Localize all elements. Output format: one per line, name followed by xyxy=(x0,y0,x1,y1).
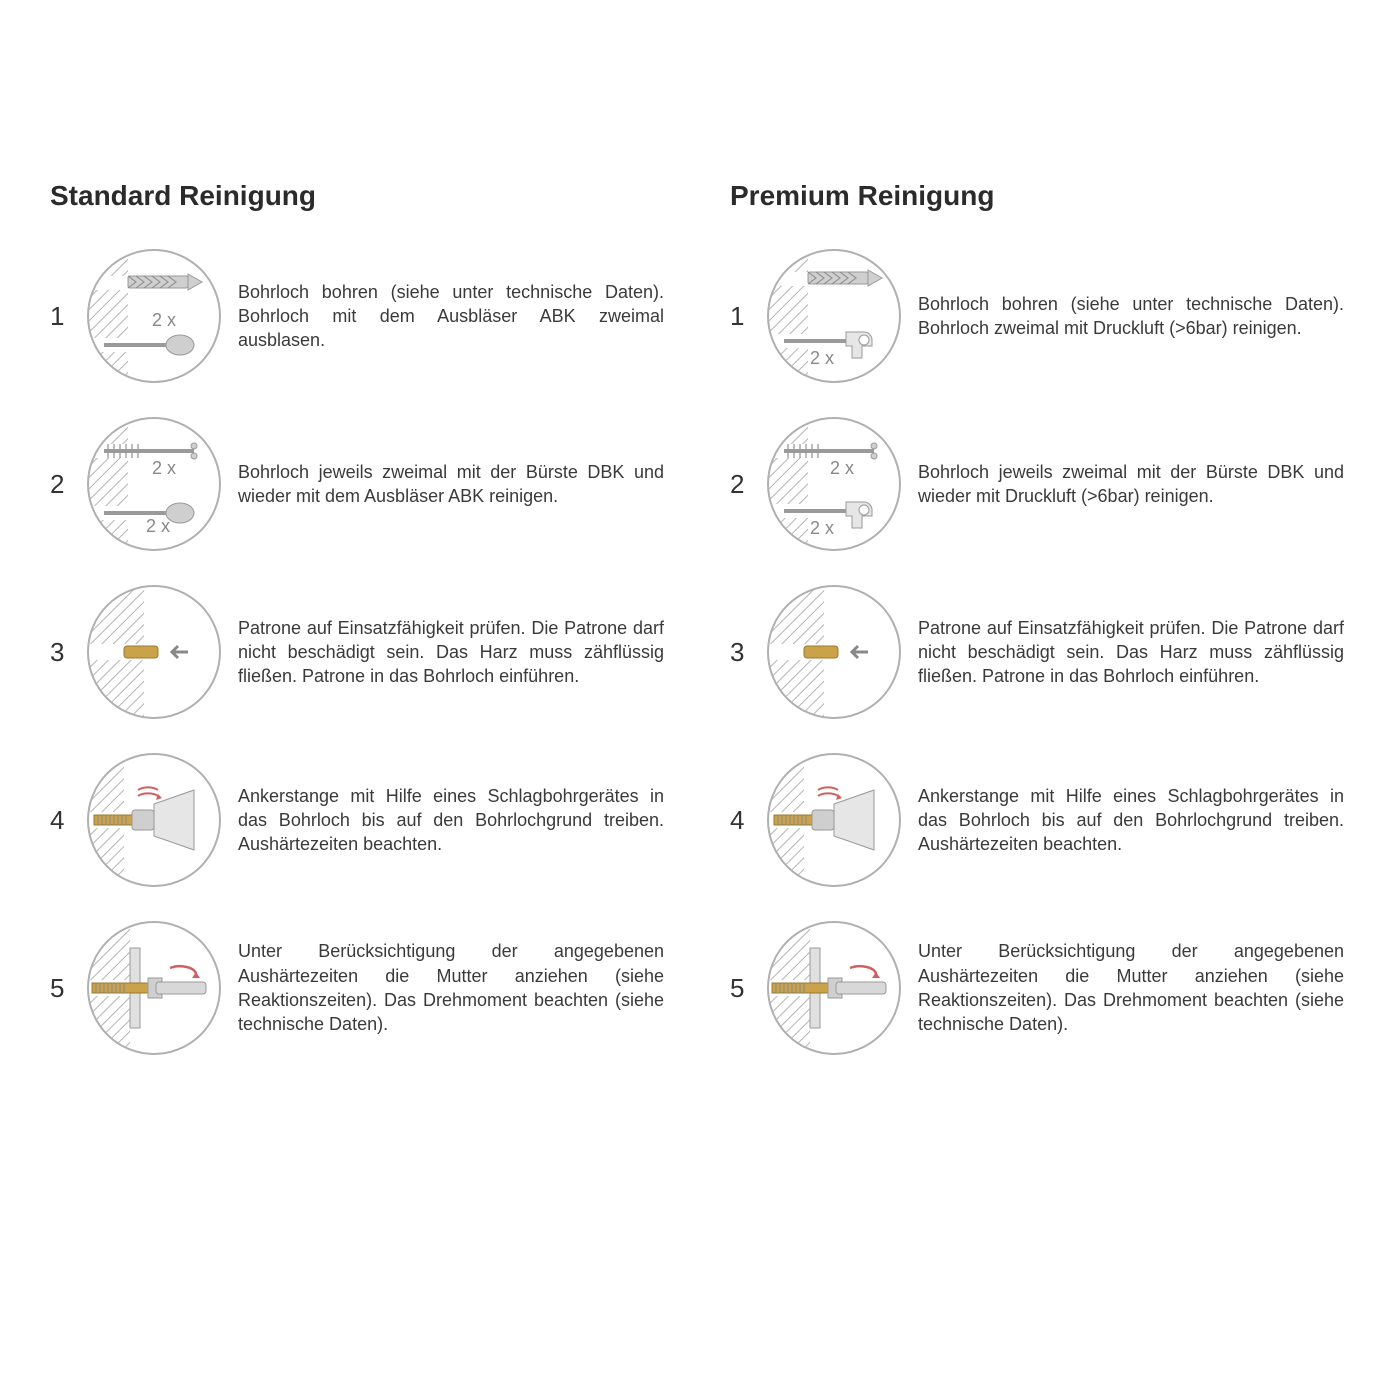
step-text: Patrone auf Einsatzfähigkeit prüfen. Die… xyxy=(918,616,1350,689)
step-text: Unter Berücksichtigung der angegebenen A… xyxy=(238,939,670,1036)
step-row: 3 Patrone auf Einsatzfähigkeit prüfen. D… xyxy=(730,582,1350,722)
step-text: Ankerstange mit Hilfe eines Schlagbohrge… xyxy=(918,784,1350,857)
step-number: 5 xyxy=(50,973,70,1004)
step-row: 1 xyxy=(50,246,670,386)
svg-text:2 x: 2 x xyxy=(810,348,834,368)
step-text: Bohrloch bohren (siehe unter technische … xyxy=(238,280,670,353)
step-number: 4 xyxy=(730,805,750,836)
step-row: 4 xyxy=(50,750,670,890)
step-number: 2 xyxy=(50,469,70,500)
step-number: 1 xyxy=(50,301,70,332)
svg-text:2 x: 2 x xyxy=(830,458,854,478)
step5-icon xyxy=(84,918,224,1058)
step2-premium-icon: 2 x 2 x xyxy=(764,414,904,554)
step1-premium-icon: 2 x xyxy=(764,246,904,386)
step5-icon xyxy=(764,918,904,1058)
standard-title: Standard Reinigung xyxy=(50,180,670,212)
step-number: 2 xyxy=(730,469,750,500)
step-text: Patrone auf Einsatzfähigkeit prüfen. Die… xyxy=(238,616,670,689)
step3-icon xyxy=(764,582,904,722)
step4-icon xyxy=(84,750,224,890)
step-number: 3 xyxy=(50,637,70,668)
step-number: 3 xyxy=(730,637,750,668)
step-number: 4 xyxy=(50,805,70,836)
step-row: 5 xyxy=(730,918,1350,1058)
premium-title: Premium Reinigung xyxy=(730,180,1350,212)
step-row: 2 xyxy=(50,414,670,554)
step2-standard-icon: 2 x 2 x xyxy=(84,414,224,554)
step-text: Bohrloch jeweils zweimal mit der Bürste … xyxy=(238,460,670,509)
svg-text:2 x: 2 x xyxy=(810,518,834,538)
step-text: Unter Berücksichtigung der angegebenen A… xyxy=(918,939,1350,1036)
step-row: 2 xyxy=(730,414,1350,554)
step-text: Bohrloch jeweils zweimal mit der Bürste … xyxy=(918,460,1350,509)
instruction-page: Standard Reinigung 1 xyxy=(0,0,1400,1086)
step-text: Ankerstange mit Hilfe eines Schlagbohrge… xyxy=(238,784,670,857)
step-row: 3 Patrone auf Einsatzfähigkeit prüfen. D… xyxy=(50,582,670,722)
svg-text:2 x: 2 x xyxy=(152,458,176,478)
step-row: 4 xyxy=(730,750,1350,890)
step3-icon xyxy=(84,582,224,722)
step-row: 5 xyxy=(50,918,670,1058)
step-number: 1 xyxy=(730,301,750,332)
step-number: 5 xyxy=(730,973,750,1004)
premium-column: Premium Reinigung 1 xyxy=(730,180,1350,1086)
step4-icon xyxy=(764,750,904,890)
step-text: Bohrloch bohren (siehe unter technische … xyxy=(918,292,1350,341)
standard-column: Standard Reinigung 1 xyxy=(50,180,670,1086)
two-x-label: 2 x xyxy=(152,310,176,330)
svg-text:2 x: 2 x xyxy=(146,516,170,536)
step1-standard-icon: 2 x xyxy=(84,246,224,386)
step-row: 1 2 x xyxy=(730,246,1350,386)
